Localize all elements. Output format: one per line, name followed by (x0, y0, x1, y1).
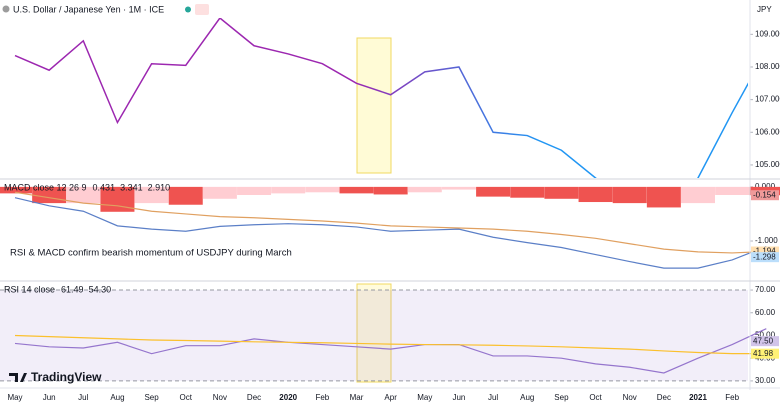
y-tick-label: 108.000 (755, 62, 780, 71)
header-value: 2.910 (148, 182, 171, 192)
x-tick-label: Jun (452, 393, 465, 402)
x-tick-label: Nov (623, 393, 637, 402)
x-tick-label: May (417, 393, 432, 402)
watermark: TradingView (31, 370, 102, 384)
x-tick-label: 2021 (689, 393, 707, 402)
currency-label: JPY (757, 5, 772, 14)
indicator-line (14, 334, 767, 355)
x-tick-label: Jul (78, 393, 88, 402)
histogram-bar (441, 186, 476, 190)
last-value-label: -0.154 (753, 190, 776, 199)
indicator-line (14, 328, 767, 374)
y-tick-label: 60.00 (755, 308, 776, 317)
histogram-bar (271, 186, 306, 194)
x-tick-label: Sep (554, 393, 569, 402)
histogram-bar (476, 186, 511, 197)
x-tick-label: Oct (180, 393, 193, 402)
histogram-bar (168, 186, 203, 205)
histogram-bar (305, 186, 340, 193)
last-value-label: 47.50 (753, 336, 774, 345)
y-tick-label: 0.000 (755, 182, 776, 191)
x-tick-label: Feb (315, 393, 329, 402)
last-value-label: -1.194 (753, 247, 776, 256)
indicator-title: MACD close 12 26 9 (4, 182, 87, 192)
highlight-box (356, 283, 392, 383)
histogram-bar (646, 186, 681, 208)
x-tick-label: 2020 (279, 393, 297, 402)
last-value-box (751, 336, 779, 347)
price-line (14, 18, 748, 178)
histogram-bar (237, 186, 272, 195)
histogram-bar (0, 186, 32, 194)
header-value: 61.49 (61, 284, 84, 294)
annotation: RSI & MACD confirm bearish momentum of U… (10, 248, 292, 259)
histogram-bar (407, 186, 442, 193)
y-tick-label: 30.00 (755, 376, 776, 385)
y-tick-label: 109.000 (755, 29, 780, 38)
y-tick-label: 106.000 (755, 127, 780, 136)
panes: 105.000 106.000 107.000 108.000 109.000 0.000… (0, 18, 780, 402)
rsi-band (0, 290, 748, 381)
indicator-line (14, 191, 767, 254)
histogram-bar (715, 186, 750, 195)
status-dot (185, 6, 191, 13)
histogram-bar (373, 186, 408, 195)
header-value: 54.30 (89, 284, 112, 294)
x-tick-label: Sep (144, 393, 159, 402)
histogram-bar (578, 186, 613, 203)
x-tick-label: Aug (520, 393, 534, 402)
histogram-bar (612, 186, 647, 204)
histogram-bar (510, 186, 545, 198)
symbol-icon (2, 5, 10, 13)
last-value-box (751, 252, 779, 263)
y-tick-label: -1.000 (755, 236, 778, 245)
histogram-bar (544, 186, 579, 199)
header-value: 3.341 (120, 182, 143, 192)
x-tick-label: Aug (110, 393, 124, 402)
histogram-bar (66, 186, 101, 204)
header-value: 0.431 (93, 182, 116, 192)
x-tick-label: Dec (247, 393, 261, 402)
x-tick-label: Apr (384, 393, 397, 402)
last-value-box (751, 190, 779, 201)
status-badge (195, 4, 209, 15)
histogram-bar (681, 186, 715, 204)
last-value-box (751, 246, 779, 257)
histogram-bar (202, 186, 237, 199)
x-tick-label: Mar (350, 393, 364, 402)
chart-title: U.S. Dollar / Japanese Yen · 1M · ICE (13, 4, 164, 14)
y-tick-label: 105.000 (755, 160, 780, 169)
y-tick-label: 70.00 (755, 285, 776, 294)
x-tick-label: Feb (725, 393, 739, 402)
x-tick-label: Nov (213, 393, 227, 402)
x-tick-label: May (7, 393, 22, 402)
last-value-label: -1.298 (753, 252, 776, 261)
x-tick-label: Dec (657, 393, 671, 402)
indicator-title: RSI 14 close (4, 284, 55, 294)
last-value-label: 41.98 (753, 349, 774, 358)
x-tick-label: Jul (488, 393, 498, 402)
last-value-box (751, 348, 779, 359)
indicator-line (14, 197, 767, 269)
x-tick-label: Jun (43, 393, 56, 402)
highlight-box (356, 37, 392, 174)
x-tick-label: Oct (589, 393, 602, 402)
y-tick-label: 107.000 (755, 95, 780, 104)
histogram-bar (339, 186, 374, 194)
logo-icon (9, 373, 27, 382)
histogram-bar (134, 186, 169, 204)
y-tick-label: 50.00 (755, 331, 776, 340)
